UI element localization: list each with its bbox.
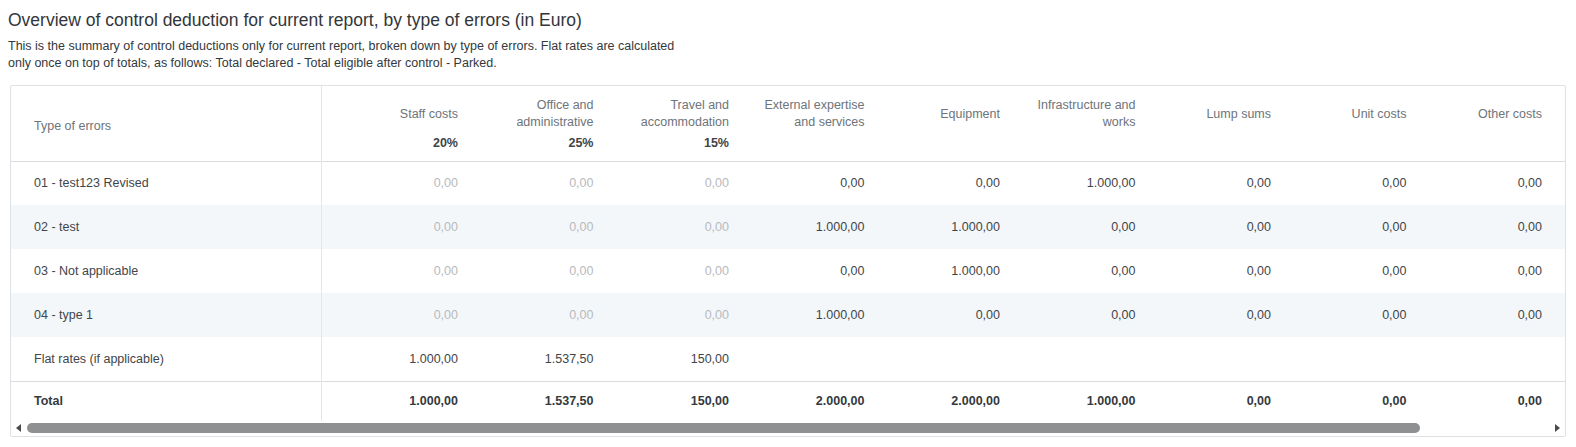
row-label: 01 - test123 Revised — [11, 161, 321, 205]
cell-value: 0,00 — [321, 205, 481, 249]
cell-value: 0,00 — [1159, 381, 1295, 421]
cell-value: 0,00 — [481, 161, 617, 205]
row-label: 04 - type 1 — [11, 293, 321, 337]
cell-value: 0,00 — [1159, 249, 1295, 293]
cell-value: 1.000,00 — [888, 249, 1024, 293]
row-label: Flat rates (if applicable) — [11, 337, 321, 381]
flat-rate-staff-costs: 20% — [321, 136, 481, 161]
cell-value: 0,00 — [481, 249, 617, 293]
horizontal-scrollbar[interactable] — [11, 421, 1565, 436]
cell-value — [752, 337, 888, 381]
cell-value: 150,00 — [617, 337, 753, 381]
cell-value: 0,00 — [1023, 249, 1159, 293]
cell-value: 0,00 — [1294, 293, 1430, 337]
cell-value: 0,00 — [1159, 293, 1295, 337]
cell-value: 0,00 — [1430, 293, 1566, 337]
cell-value — [1023, 337, 1159, 381]
cell-value: 0,00 — [1430, 205, 1566, 249]
column-header-type-of-errors: Type of errors — [11, 86, 321, 161]
cell-value: 1.000,00 — [752, 293, 888, 337]
page-subtitle: This is the summary of control deduction… — [8, 38, 1576, 72]
column-header-external-expertise: External expertise and services — [752, 86, 888, 136]
column-header-staff-costs: Staff costs — [321, 86, 481, 136]
column-header-infrastructure-works: Infrastructure and works — [1023, 86, 1159, 136]
scroll-right-arrow-icon[interactable] — [1555, 424, 1560, 432]
cell-value: 1.537,50 — [481, 381, 617, 421]
row-label: 02 - test — [11, 205, 321, 249]
cell-value: 1.000,00 — [752, 205, 888, 249]
cell-value — [888, 337, 1024, 381]
scrollbar-track[interactable] — [27, 423, 1549, 433]
cell-value: 1.537,50 — [481, 337, 617, 381]
cell-value: 2.000,00 — [752, 381, 888, 421]
cell-value: 1.000,00 — [1023, 161, 1159, 205]
column-header-other-costs: Other costs — [1430, 86, 1566, 136]
flat-rate-travel-accommodation: 15% — [617, 136, 753, 161]
column-header-office-administrative: Office and administrative — [481, 86, 617, 136]
flat-rate-office-administrative: 25% — [481, 136, 617, 161]
control-deduction-table: Type of errors Staff costs Office and ad… — [11, 86, 1565, 421]
cell-value: 0,00 — [888, 161, 1024, 205]
table-row-total: Total 1.000,00 1.537,50 150,00 2.000,00 … — [11, 381, 1565, 421]
cell-value: 0,00 — [1430, 381, 1566, 421]
cell-value: 1.000,00 — [321, 337, 481, 381]
header-row-labels: Type of errors Staff costs Office and ad… — [11, 86, 1565, 136]
table-row-error-type-04: 04 - type 1 0,00 0,00 0,00 1.000,00 0,00… — [11, 293, 1565, 337]
cell-value: 0,00 — [481, 293, 617, 337]
cell-value — [1294, 337, 1430, 381]
row-label-total: Total — [11, 381, 321, 421]
cell-value: 0,00 — [617, 205, 753, 249]
cell-value: 0,00 — [1430, 249, 1566, 293]
cell-value: 0,00 — [1023, 293, 1159, 337]
row-label: 03 - Not applicable — [11, 249, 321, 293]
cell-value: 0,00 — [321, 293, 481, 337]
cell-value: 0,00 — [1159, 205, 1295, 249]
cell-value: 0,00 — [1294, 381, 1430, 421]
scroll-left-arrow-icon[interactable] — [16, 424, 21, 432]
cell-value: 1.000,00 — [321, 381, 481, 421]
cell-value: 2.000,00 — [888, 381, 1024, 421]
subtitle-line-2: only once on top of totals, as follows: … — [8, 56, 497, 70]
cell-value: 150,00 — [617, 381, 753, 421]
cell-value: 0,00 — [1294, 249, 1430, 293]
cell-value: 1.000,00 — [1023, 381, 1159, 421]
table-row-error-type-02: 02 - test 0,00 0,00 0,00 1.000,00 1.000,… — [11, 205, 1565, 249]
table-row-flat-rates: Flat rates (if applicable) 1.000,00 1.53… — [11, 337, 1565, 381]
cell-value: 0,00 — [1023, 205, 1159, 249]
cell-value: 0,00 — [1430, 161, 1566, 205]
cell-value: 0,00 — [617, 161, 753, 205]
column-header-travel-accommodation: Travel and accommodation — [617, 86, 753, 136]
scrollbar-thumb[interactable] — [27, 423, 1420, 433]
cell-value: 0,00 — [481, 205, 617, 249]
column-header-equipment: Equipment — [888, 86, 1024, 136]
cell-value: 0,00 — [1294, 161, 1430, 205]
cell-value: 0,00 — [617, 249, 753, 293]
column-header-lump-sums: Lump sums — [1159, 86, 1295, 136]
cell-value: 0,00 — [752, 249, 888, 293]
subtitle-line-1: This is the summary of control deduction… — [8, 39, 674, 53]
page-title: Overview of control deduction for curren… — [8, 8, 1576, 32]
cell-value — [1430, 337, 1566, 381]
cell-value: 0,00 — [617, 293, 753, 337]
table-row-error-type-01: 01 - test123 Revised 0,00 0,00 0,00 0,00… — [11, 161, 1565, 205]
cell-value: 0,00 — [1294, 205, 1430, 249]
cell-value: 0,00 — [1159, 161, 1295, 205]
control-deduction-table-card: Type of errors Staff costs Office and ad… — [10, 85, 1566, 437]
cell-value: 1.000,00 — [888, 205, 1024, 249]
column-header-unit-costs: Unit costs — [1294, 86, 1430, 136]
cell-value: 0,00 — [321, 249, 481, 293]
cell-value: 0,00 — [888, 293, 1024, 337]
table-row-error-type-03: 03 - Not applicable 0,00 0,00 0,00 0,00 … — [11, 249, 1565, 293]
cell-value: 0,00 — [321, 161, 481, 205]
cell-value — [1159, 337, 1295, 381]
cell-value: 0,00 — [752, 161, 888, 205]
